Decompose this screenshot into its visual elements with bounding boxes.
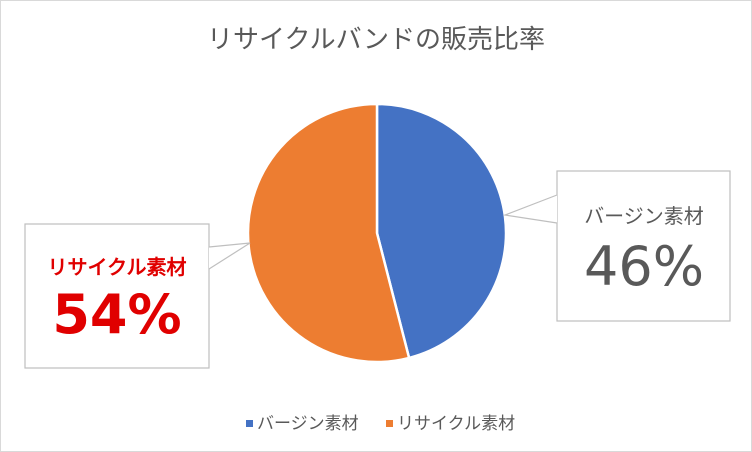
callout-pointer [208, 242, 251, 270]
chart-title: リサイクルバンドの販売比率 [207, 25, 545, 55]
legend-label: リサイクル素材 [397, 414, 515, 434]
callout-pointer [502, 194, 558, 224]
legend-item-1: バージン素材 [246, 414, 359, 434]
legend: バージン素材 リサイクル素材 [246, 414, 515, 434]
callout-pointer-fill [505, 195, 557, 223]
legend-swatch [246, 420, 253, 427]
callout-1: バージン素材 46% [502, 170, 731, 322]
callout-box [556, 170, 731, 322]
pie-slice-2 [246, 102, 411, 364]
legend-swatch [386, 420, 393, 427]
callout-2: リサイクル素材 54% [24, 223, 251, 369]
legend-item-2: リサイクル素材 [386, 414, 515, 434]
callout-percent-label: 54% [52, 283, 181, 346]
callout-category-label: バージン素材 [584, 204, 704, 228]
callout-percent-label: 46% [584, 235, 704, 298]
legend-label: バージン素材 [257, 414, 359, 434]
data-callouts: バージン素材 46% リサイクル素材 54% [24, 170, 731, 369]
pie-slices [246, 102, 508, 364]
callout-category-label: リサイクル素材 [48, 255, 187, 279]
callout-box [24, 223, 210, 369]
pie-slice-1 [375, 102, 508, 360]
